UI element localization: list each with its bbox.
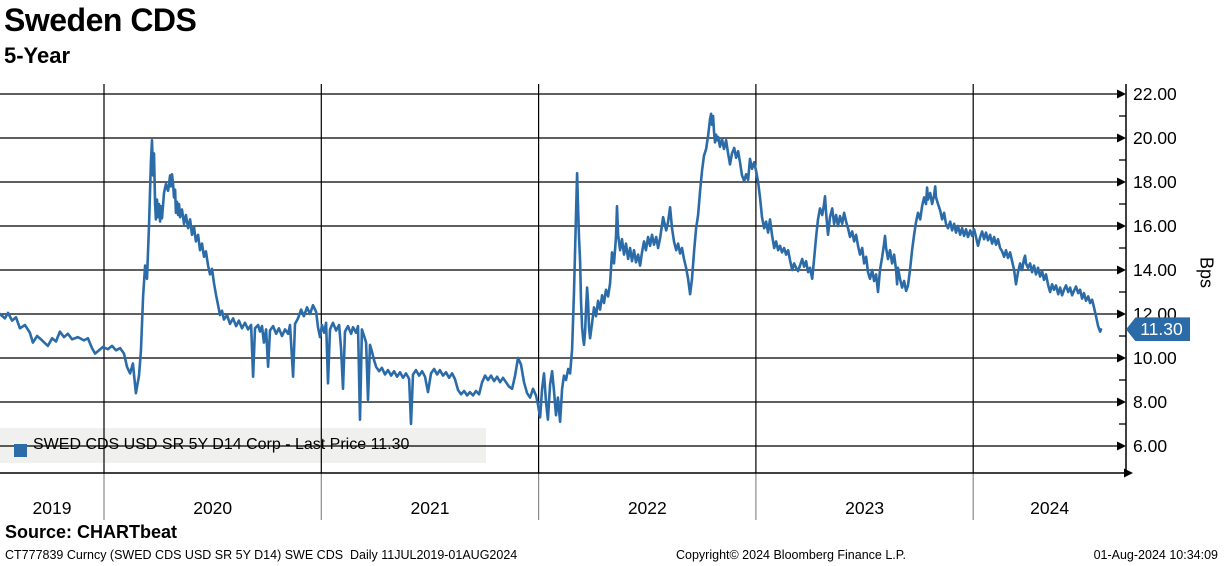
x-axis-tick-label: 2022 [627, 498, 667, 518]
legend-label: SWED CDS USD SR 5Y D14 Corp - Last Price… [33, 436, 410, 453]
last-price-tag: 11.30 [1126, 317, 1190, 342]
series-swatch-square-icon [14, 444, 27, 457]
footer-security-info: CT777839 Curncy (SWED CDS USD SR 5Y D14)… [5, 548, 518, 562]
y-axis-tick-label: 10.00 [1133, 348, 1177, 368]
legend: SWED CDS USD SR 5Y D14 Corp - Last Price… [0, 428, 486, 463]
y-major-tick-arrow [1117, 353, 1126, 363]
y-major-tick-arrow [1117, 177, 1126, 187]
y-axis-tick-label: 22.00 [1133, 84, 1177, 104]
price-line-series [0, 112, 1103, 426]
y-major-tick-arrow [1117, 397, 1126, 407]
y-axis-tick-label: 6.00 [1133, 436, 1168, 456]
y-major-tick-arrow [1117, 133, 1126, 143]
footer-copyright: Copyright© 2024 Bloomberg Finance L.P. [676, 548, 906, 562]
x-axis-tick-label: 2023 [845, 498, 885, 518]
y-major-tick-arrow [1117, 265, 1126, 275]
x-axis-tick-label: 2021 [410, 498, 450, 518]
y-major-tick-arrow [1117, 309, 1126, 319]
y-axis-tick-label: 16.00 [1133, 216, 1177, 236]
x-axis-tick-label: 2019 [32, 498, 72, 518]
y-axis-tick-label: 20.00 [1133, 128, 1177, 148]
y-axis-tick-label: 14.00 [1133, 260, 1177, 280]
x-axis-tick-label: 2024 [1030, 498, 1070, 518]
y-major-tick-arrow [1117, 89, 1126, 99]
y-axis-title: Bps [1196, 256, 1217, 289]
y-major-tick-arrow [1117, 441, 1126, 451]
x-axis-end-arrow [1124, 468, 1133, 478]
y-major-tick-arrow [1117, 221, 1126, 231]
y-axis-tick-label: 18.00 [1133, 172, 1177, 192]
page-title: Sweden CDS [4, 2, 197, 38]
source-line: Source: CHARTbeat [5, 522, 178, 542]
x-axis-tick-label: 2020 [193, 498, 233, 518]
page-subtitle: 5-Year [4, 43, 71, 68]
footer-timestamp: 01-Aug-2024 10:34:09 [1093, 548, 1218, 562]
y-axis-tick-label: 8.00 [1133, 392, 1168, 412]
